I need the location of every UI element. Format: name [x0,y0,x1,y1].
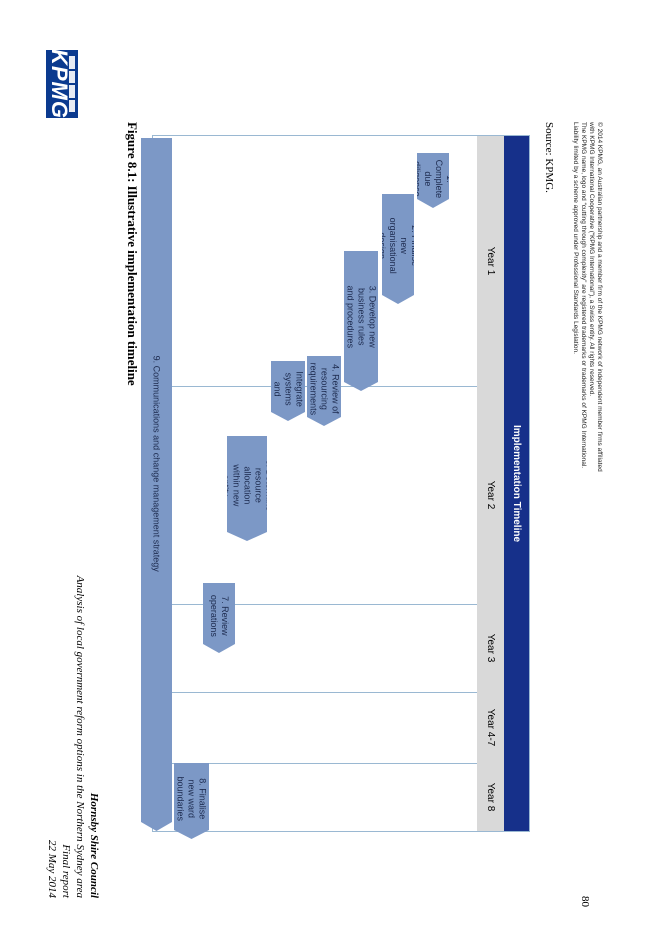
task-6-label: 6. Determine resource allocation within … [220,459,275,512]
task-8-arrow: 8. Finalise new ward boundaries [174,763,209,839]
copyright-footnote: © 2014 KPMG, an Australian partnership a… [571,122,603,642]
task-3-label: 3. Develop new business rules and proced… [345,285,378,349]
logo-bars [69,56,75,112]
year-1-header: Year 1 [485,246,496,276]
figure-title: Figure 8.1: Illustrative implementation … [125,122,140,386]
task-1-label: 1. Complete due diligence [412,159,455,199]
header-council: Hornsby Shire Council [88,792,100,898]
timeline-header: Implementation Timeline [504,136,529,831]
footnote-line-2: with KPMG International Cooperative (“KP… [588,122,595,397]
task-2-arrow: 2. Finalise new organisational design [382,194,414,304]
page-header: Hornsby Shire Council Analysis of local … [45,478,101,898]
grid-line-year-3 [153,604,477,605]
header-subtitle: Analysis of local government reform opti… [74,575,86,898]
year-8-header: Year 8 [485,782,496,812]
task-2-label: 2. Finalise new organisational design [377,217,420,274]
task-7-arrow: 7. Review operations [203,583,235,653]
task-4-arrow: 4. Review of resourcing requirements [307,356,341,426]
kpmg-logo: KPMG [46,49,78,119]
task-8-label: 8. Finalise new ward boundaries [176,776,208,821]
task-4-label: 4. Review of resourcing requirements [308,362,341,416]
task-3-arrow: 3. Develop new business rules and proced… [344,251,378,391]
footnote-line-4: Liability limited by a scheme approved u… [572,122,579,354]
header-report: Final report [60,844,72,898]
footnote-line-3: The KPMG name, logo and “cutting through… [580,122,587,469]
task-7-label: 7. Review operations [209,594,230,637]
task-9-arrow: 9. Communications and change management … [141,138,172,831]
page-number: 80 [579,896,591,907]
header-date: 22 May 2014 [46,839,58,898]
task-5-arrow: 5. Integrate systems and processes [271,361,305,421]
task-6-arrow: 6. Determine resource allocation within … [227,436,267,541]
task-1-arrow: 1. Complete due diligence [417,153,449,208]
figure-source: Source: KPMG. [543,122,555,193]
task-9-label: 9. Communications and change management … [152,355,162,572]
year-4-7-header: Year 4-7 [485,708,496,747]
footnote-line-1: © 2014 KPMG, an Australian partnership a… [596,122,603,472]
grid-line-year-4-7 [153,692,477,693]
implementation-timeline: Implementation Timeline Year 1 Year 2 Ye… [152,135,530,832]
timeline-years-band: Year 1 Year 2 Year 3 Year 4-7 Year 8 [477,136,504,831]
year-3-header: Year 3 [485,633,496,663]
year-2-header: Year 2 [485,480,496,510]
